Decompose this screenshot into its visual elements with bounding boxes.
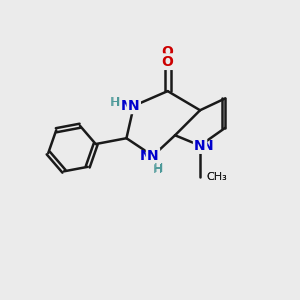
Text: N: N: [147, 149, 159, 163]
Text: N: N: [121, 99, 132, 113]
Text: H: H: [111, 96, 120, 110]
Text: O: O: [162, 45, 174, 59]
Text: N: N: [128, 99, 140, 113]
Text: O: O: [162, 55, 174, 69]
Text: CH₃: CH₃: [206, 172, 227, 182]
Text: N: N: [194, 139, 206, 153]
Text: H: H: [153, 163, 162, 176]
Text: N: N: [140, 149, 152, 163]
Text: CH₃: CH₃: [206, 172, 227, 182]
Text: H: H: [110, 96, 119, 110]
Text: H: H: [154, 162, 163, 175]
Text: N: N: [202, 139, 213, 153]
